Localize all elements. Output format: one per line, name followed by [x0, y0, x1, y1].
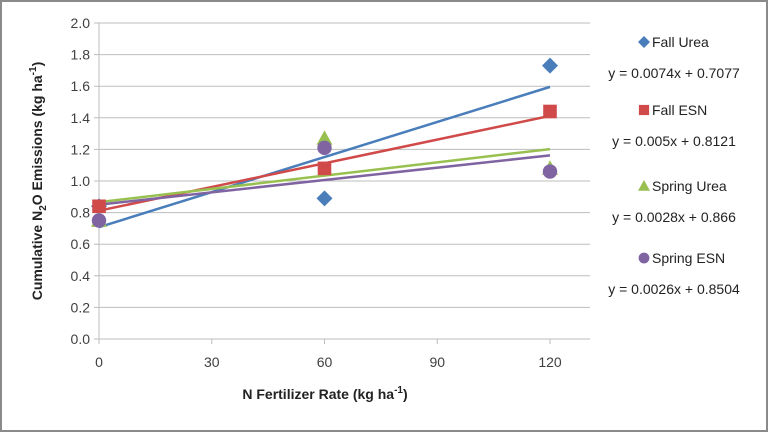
trendline-spring-esn — [98, 154, 551, 206]
legend-marker-spring-urea — [638, 180, 650, 191]
trendline-equation-spring-urea: y = 0.0028x + 0.866 — [612, 209, 736, 225]
y-tick-label: 1.4 — [71, 110, 91, 126]
point-spring-esn — [91, 213, 107, 228]
y-tick-label: 1.2 — [71, 141, 91, 157]
trendline-equation-fall-esn: y = 0.005x + 0.8121 — [612, 133, 736, 149]
point-fall-esn — [92, 199, 106, 214]
point-fall-esn — [543, 104, 557, 119]
point-spring-urea — [316, 130, 333, 145]
legend-label-fall-urea: Fall Urea — [652, 34, 709, 50]
point-fall-urea — [316, 190, 333, 207]
y-tick-label: 0.6 — [71, 236, 91, 252]
x-tick-label: 60 — [317, 354, 333, 370]
y-tick-label: 0.8 — [71, 205, 91, 221]
legend-label-spring-esn: Spring ESN — [652, 250, 725, 266]
legend-label-spring-urea: Spring Urea — [652, 178, 727, 194]
legend-label-fall-esn: Fall ESN — [652, 102, 707, 118]
trendline-equation-spring-esn: y = 0.0026x + 0.8504 — [608, 281, 740, 297]
y-tick-label: 1.0 — [71, 173, 91, 189]
trendline-equation-fall-urea: y = 0.0074x + 0.7077 — [608, 65, 740, 81]
point-fall-esn — [317, 161, 332, 176]
y-tick-label: 1.6 — [71, 78, 91, 94]
trendline-spring-urea — [98, 147, 551, 204]
y-tick-label: 0.0 — [71, 331, 91, 347]
trendline-fall-urea — [98, 85, 551, 229]
y-tick-label: 1.8 — [71, 47, 91, 63]
x-tick-label: 90 — [429, 354, 445, 370]
y-axis-label: Cumulative N2O Emissions (kg ha-1) — [28, 62, 49, 301]
point-fall-urea — [542, 57, 558, 74]
y-tick-label: 0.4 — [71, 268, 91, 284]
y-tick-label: 0.2 — [71, 299, 91, 315]
x-axis-label: N Fertilizer Rate (kg ha-1) — [242, 385, 407, 402]
point-spring-esn — [317, 140, 332, 156]
legend-marker-spring-esn — [638, 252, 650, 264]
y-tick-label: 2.0 — [71, 15, 91, 31]
legend-marker-fall-urea — [638, 36, 650, 48]
x-tick-label: 120 — [538, 354, 562, 370]
legend-marker-fall-esn — [638, 104, 650, 116]
point-spring-esn — [542, 164, 558, 179]
x-tick-label: 0 — [95, 354, 103, 370]
x-tick-label: 30 — [204, 354, 220, 370]
